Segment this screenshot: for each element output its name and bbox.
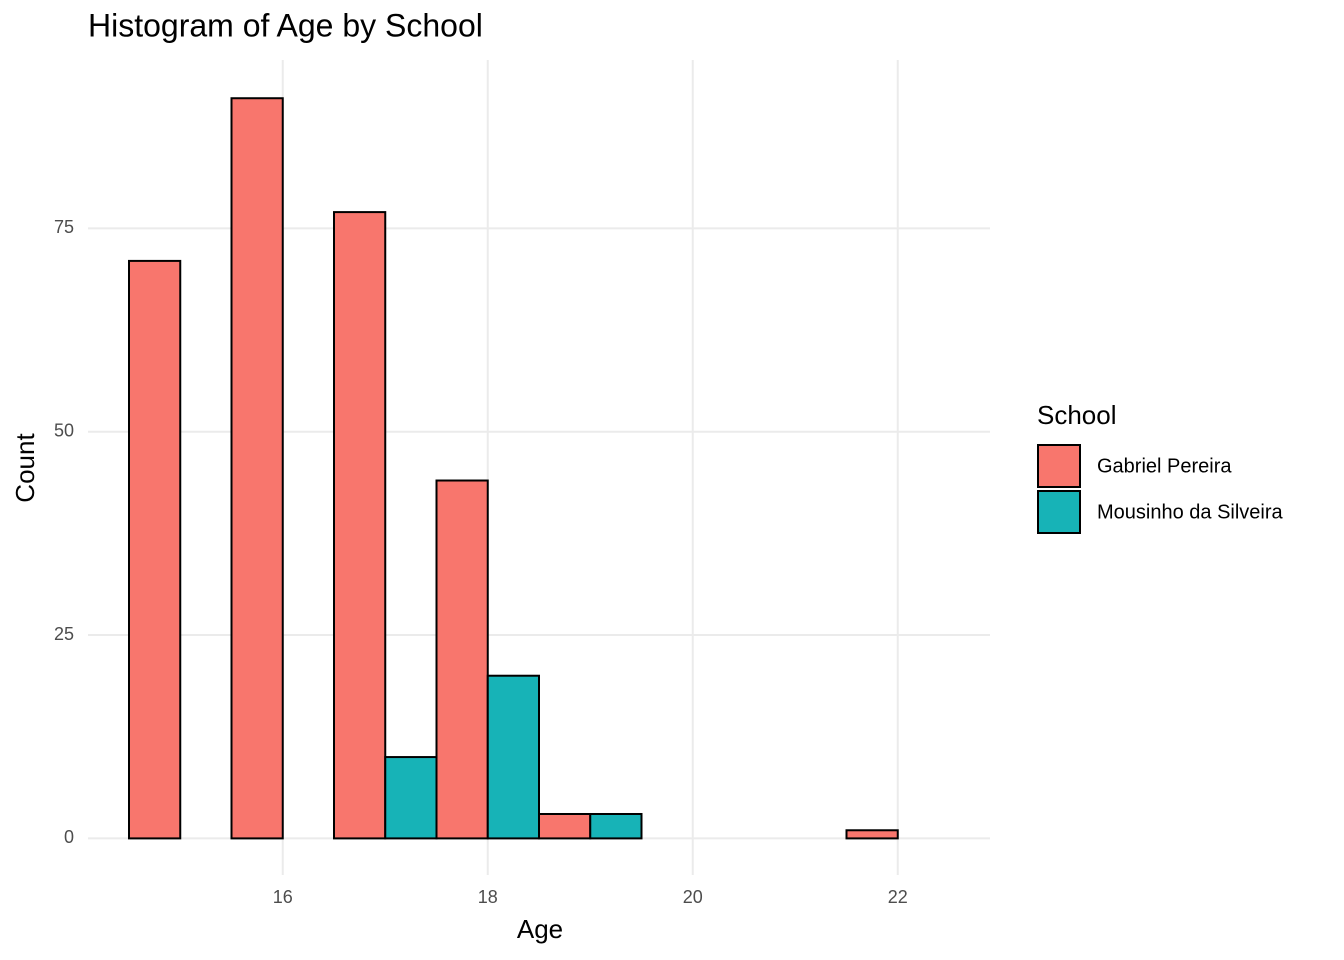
bar [589, 812, 643, 840]
x-axis-label: Age [517, 914, 563, 944]
legend-label: Mousinho da Silveira [1097, 501, 1284, 523]
bar [230, 97, 284, 840]
legend: Gabriel Pereira Mousinho da Silveira [1037, 444, 1284, 534]
x-tick-label: 18 [478, 887, 498, 907]
chart-title: Histogram of Age by School [88, 7, 483, 43]
bar [486, 674, 540, 840]
bars [128, 97, 899, 840]
bar [128, 259, 182, 840]
x-tick-label: 16 [273, 887, 293, 907]
bar [384, 756, 438, 840]
legend-key [1037, 490, 1081, 534]
legend-label: Gabriel Pereira [1097, 455, 1232, 477]
bar [333, 211, 387, 840]
x-tick-label: 22 [888, 887, 908, 907]
bar [435, 479, 489, 840]
y-tick-label: 75 [54, 217, 74, 237]
bar [845, 829, 899, 840]
x-tick-label: 20 [683, 887, 703, 907]
y-tick-label: 25 [54, 624, 74, 644]
y-tick-label: 50 [54, 420, 74, 440]
bar [538, 812, 592, 840]
legend-key [1037, 444, 1081, 488]
legend-title: School [1037, 400, 1117, 430]
y-axis-label: Count [10, 433, 40, 503]
y-tick-label: 0 [64, 827, 74, 847]
